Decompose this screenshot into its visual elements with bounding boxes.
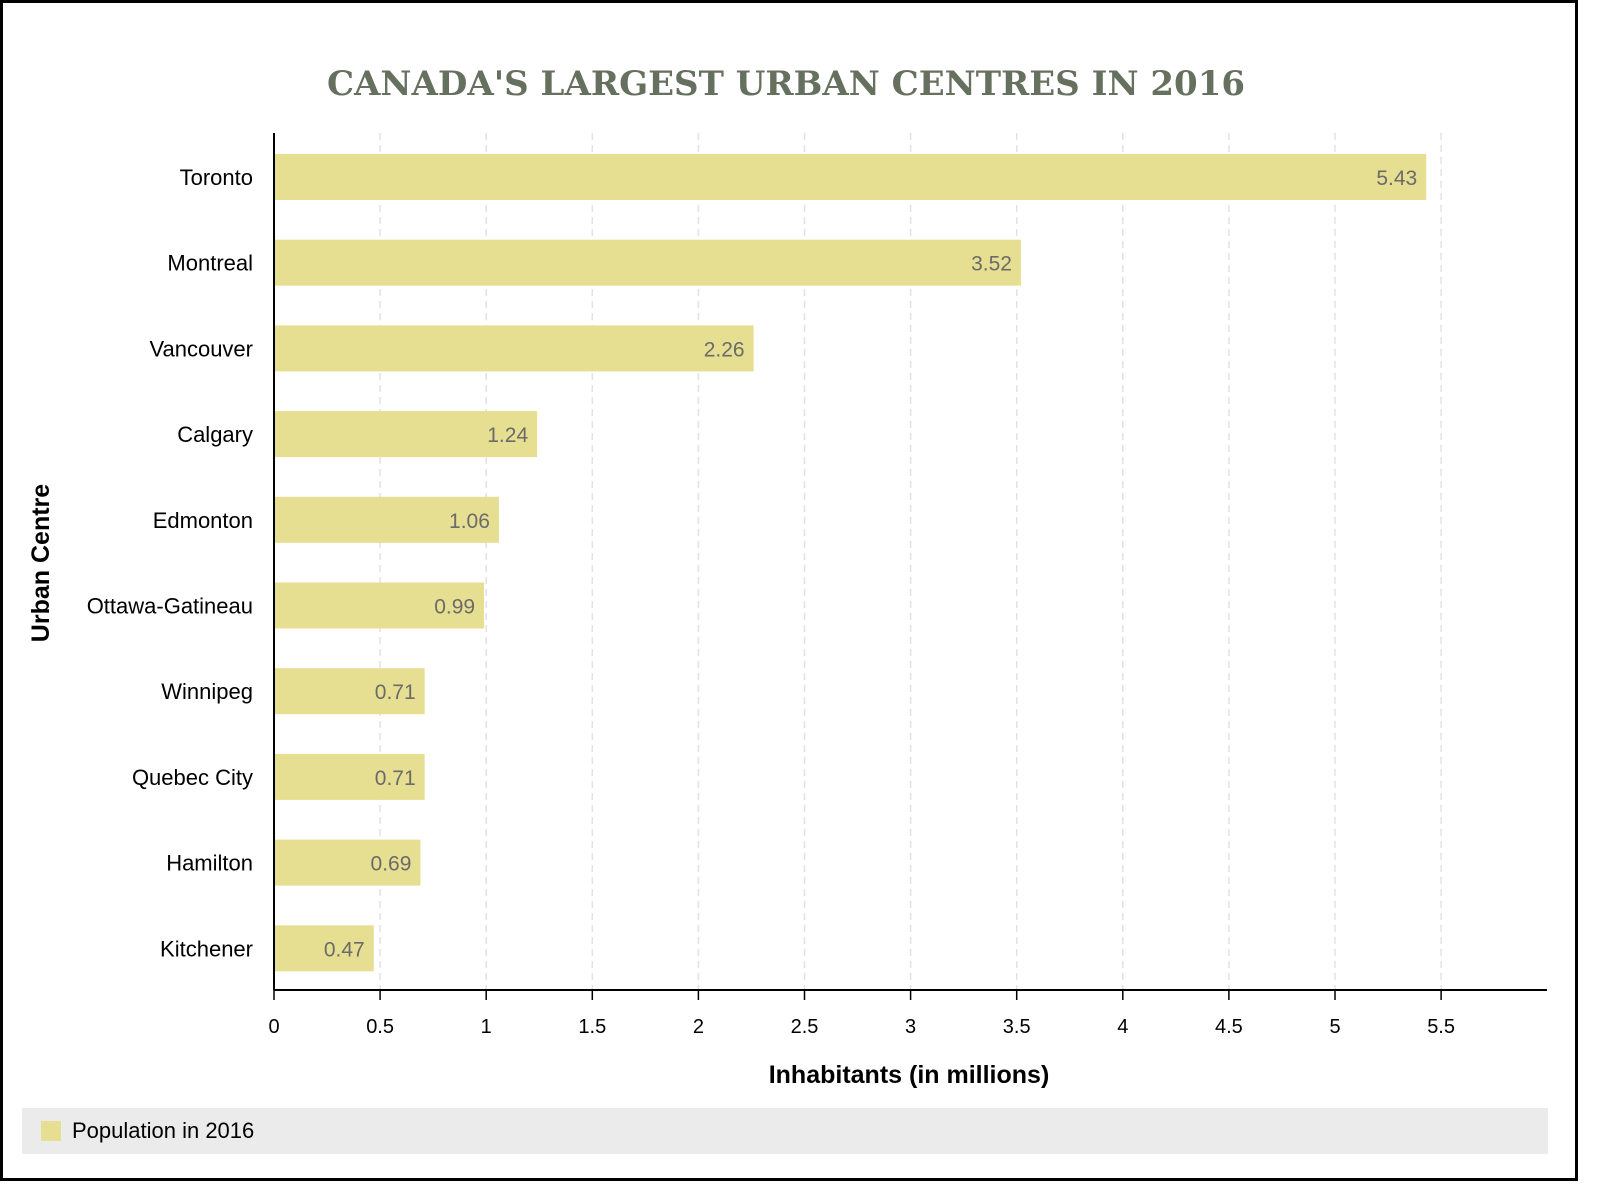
bar [274,154,1427,200]
category-label: Hamilton [166,851,253,876]
x-tick-label: 0 [268,1016,279,1038]
bar-value-label: 3.52 [971,253,1012,276]
chart-title: CANADA'S LARGEST URBAN CENTRES IN 2016 [327,64,1245,104]
bar-value-label: 0.69 [371,853,412,876]
category-label: Quebec City [132,765,253,790]
category-label: Edmonton [153,508,253,533]
x-tick-label: 5 [1329,1016,1340,1038]
bar-value-label: 5.43 [1376,167,1417,190]
legend-label: Population in 2016 [72,1118,255,1143]
bar [274,925,374,972]
bar [274,839,421,886]
category-label: Ottawa-Gatineau [87,594,253,619]
bar [274,411,538,458]
x-tick-label: 3 [905,1016,916,1038]
x-tick-label: 1.5 [578,1016,606,1038]
x-tick-label: 4.5 [1215,1016,1243,1038]
x-tick-label: 5.5 [1427,1016,1455,1038]
x-axis-title: Inhabitants (in millions) [769,1061,1050,1089]
x-tick-label: 3.5 [1003,1016,1031,1038]
category-label: Winnipeg [161,679,253,704]
bar [274,239,1021,286]
bar [274,582,485,629]
bar [274,753,425,800]
legend: Population in 2016 [22,1108,1548,1154]
bar-value-label: 0.71 [375,767,416,790]
x-tick-label: 2.5 [791,1016,819,1038]
bar [274,496,499,543]
category-label: Montreal [167,251,253,276]
y-axis-title: Urban Centre [27,484,55,642]
bar-value-label: 2.26 [704,338,745,361]
category-label: Kitchener [160,936,253,961]
bar [274,325,754,372]
x-tick-label: 2 [693,1016,704,1038]
chart-frame: CANADA'S LARGEST URBAN CENTRES IN 2016 5… [0,0,1578,1181]
bar-value-label: 1.06 [449,510,490,533]
bar-value-label: 1.24 [487,424,528,447]
bar-chart: CANADA'S LARGEST URBAN CENTRES IN 2016 5… [27,64,1547,1089]
category-label: Toronto [180,165,253,190]
legend-swatch [41,1121,61,1141]
x-tick-label: 4 [1117,1016,1128,1038]
bar-value-label: 0.71 [375,681,416,704]
x-tick-label: 0.5 [366,1016,394,1038]
bar-value-label: 0.99 [434,596,475,619]
x-tick-label: 1 [481,1016,492,1038]
x-axis-ticks: 0 0.5 1 1.5 2 2.5 3 3.5 4 4.5 5 5.5 [268,990,1455,1038]
bar-value-label: 0.47 [324,938,365,961]
category-label: Calgary [177,422,253,447]
category-label: Vancouver [149,336,253,361]
bar [274,668,425,715]
bars: 5.43 Toronto 3.52 Montreal 2.26 Vancouver 1.24… [87,154,1427,972]
